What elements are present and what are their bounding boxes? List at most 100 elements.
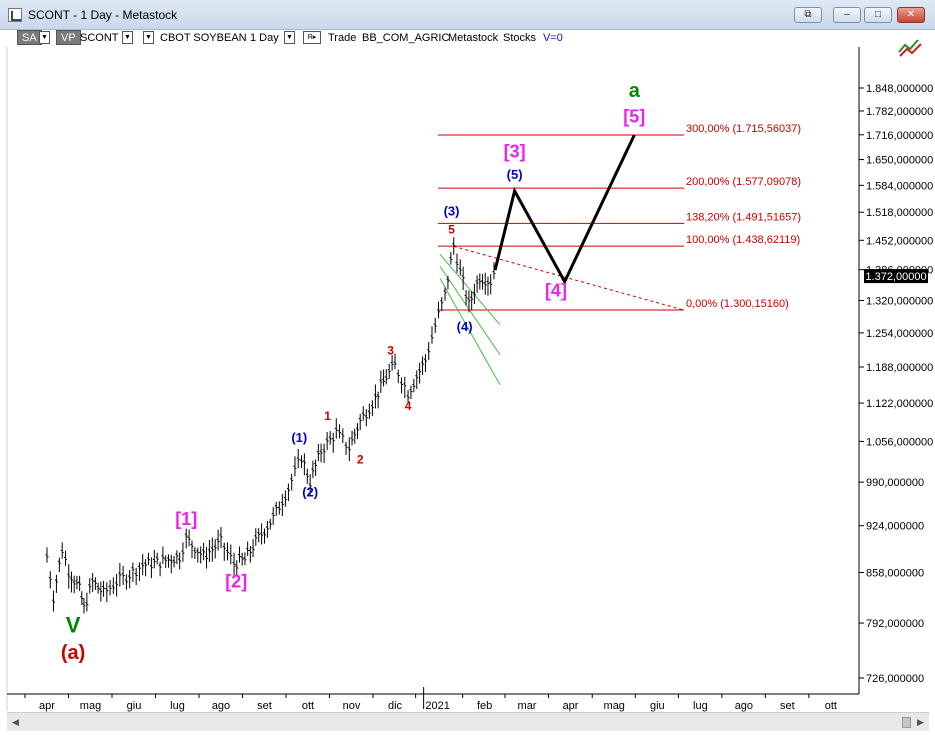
wave-label: V (66, 613, 81, 638)
y-tick-label: 1.452,000000 (866, 235, 933, 247)
restore-icon[interactable]: ⧉ (794, 7, 822, 23)
wave-label: (a) (61, 642, 85, 664)
last-price-marker: 1.372,00000 (864, 269, 928, 284)
horizontal-scrollbar[interactable]: ◀ ▶ (7, 712, 929, 731)
x-tick-label: set (257, 700, 272, 712)
channel-line (439, 254, 501, 326)
fib-level-label: 0,00% (1.300,15160) (686, 298, 789, 310)
x-tick-label: set (780, 700, 795, 712)
fib-trend-line (453, 245, 685, 311)
scroll-right-icon[interactable]: ▶ (917, 717, 924, 727)
trade-label: Trade (328, 32, 357, 44)
window-titlebar: SCONT - 1 Day - Metastock ⧉ – □ ✕ (0, 0, 935, 30)
x-tick-label: ott (302, 700, 314, 712)
channel-line (439, 278, 501, 386)
wave-label: (4) (457, 319, 473, 334)
drawing-tools-icon[interactable] (897, 36, 923, 58)
period-label: 1 Day (250, 32, 279, 44)
y-tick-label: 1.518,000000 (866, 207, 933, 219)
y-tick-label: 1.254,000000 (866, 328, 933, 340)
y-tick-label: 1.122,000000 (866, 398, 933, 410)
y-tick-label: 1.782,000000 (866, 106, 933, 118)
last-price-box (864, 269, 928, 284)
x-axis-ticks: apr mag giu lug ago set ott nov dic 2021 feb mar apr… (24, 687, 837, 712)
wave-label: [2] (225, 571, 247, 591)
fib-level-label: 138,20% (1.491,51657) (686, 211, 801, 223)
type-label: Stocks (503, 32, 537, 44)
wave-label: (2) (302, 484, 318, 499)
wave-label: 1 (324, 409, 331, 423)
x-tick-label: nov (343, 700, 361, 712)
x-tick-label: 2021 (425, 700, 449, 712)
projection-line (493, 134, 636, 285)
x-tick-label: dic (388, 700, 403, 712)
x-tick-label: mag (80, 700, 101, 712)
wave-label: [4] (545, 281, 567, 301)
y-tick-label: 1.320,000000 (866, 295, 933, 307)
minimize-icon[interactable]: – (833, 7, 861, 23)
wave-label: [5] (623, 106, 645, 126)
vp-button[interactable]: VP (56, 30, 81, 45)
wave-label: 4 (405, 399, 412, 413)
fib-level-label: 300,00% (1.715,56037) (686, 123, 801, 135)
x-tick-label: apr (39, 700, 55, 712)
wave-label: [1] (175, 509, 197, 529)
wave-label: a (629, 80, 641, 102)
x-tick-label: ago (735, 700, 753, 712)
price-chart[interactable]: 726,000000 792,000000 858,000000 924,000000… (0, 47, 935, 712)
price-bars (45, 237, 496, 614)
wave-label: (3) (444, 204, 460, 219)
wave-labels: V (a) [1] [2] (1) (2) 1 2 3 4 (3) 5 (4) (5) [3] [4] [5] a (61, 80, 645, 664)
maximize-icon[interactable]: □ (864, 7, 892, 23)
period-dropdown-icon[interactable]: ▼ (284, 31, 295, 44)
fibonacci-levels: 300,00% (1.715,56037) 200,00% (1.577,0907… (438, 123, 801, 311)
scroll-left-icon[interactable]: ◀ (12, 717, 19, 727)
y-tick-label: 1.716,000000 (866, 130, 933, 142)
volume-label: V=0 (543, 32, 563, 44)
x-tick-label: mag (604, 700, 625, 712)
y-axis-ticks: 726,000000 792,000000 858,000000 924,000000… (859, 83, 933, 685)
wave-label: 2 (357, 452, 364, 466)
sa-button[interactable]: SA (17, 30, 42, 45)
security-dropdown-icon[interactable]: ▼ (143, 31, 154, 44)
wave-label: [3] (504, 141, 526, 161)
chart-toolbar: SA ▼ VP SCONT ▼ ▼ CBOT SOYBEAN 1 Day ▼ R… (0, 30, 935, 47)
fib-level-label: 200,00% (1.577,09078) (686, 176, 801, 188)
symbol-label: SCONT (80, 32, 119, 44)
security-name: CBOT SOYBEAN (160, 32, 247, 44)
y-tick-label: 792,000000 (866, 618, 924, 630)
close-icon[interactable]: ✕ (897, 7, 925, 23)
wave-label: 3 (387, 343, 394, 357)
provider-label: BB_COM_AGRIC (362, 32, 450, 44)
y-tick-label: 726,000000 (866, 673, 924, 685)
source-label: Metastock (448, 32, 499, 44)
last-price-label: 1.372,00000 (865, 271, 926, 283)
y-tick-label: 1.188,000000 (866, 362, 933, 374)
x-tick-label: giu (127, 700, 142, 712)
r-dropdown[interactable]: R▸ (303, 31, 321, 44)
chart-app-icon (8, 8, 22, 22)
wave-label: (1) (291, 430, 307, 445)
y-tick-label: 1.848,000000 (866, 83, 933, 95)
x-tick-label: ago (212, 700, 230, 712)
channel-line (439, 266, 501, 356)
y-tick-label: 924,000000 (866, 521, 924, 533)
x-tick-label: mar (518, 700, 537, 712)
projection-path (493, 134, 636, 285)
channel-lines (439, 254, 501, 386)
y-tick-label: 1.584,000000 (866, 180, 933, 192)
y-tick-label: 1.056,000000 (866, 436, 933, 448)
wave-label: 5 (448, 222, 455, 236)
x-tick-label: apr (563, 700, 579, 712)
x-tick-label: feb (477, 700, 492, 712)
x-tick-label: lug (693, 700, 708, 712)
y-tick-label: 990,000000 (866, 477, 924, 489)
y-tick-label: 1.650,000000 (866, 155, 933, 167)
sa-dropdown-icon[interactable]: ▼ (39, 31, 50, 44)
wave-label: (5) (507, 167, 523, 182)
x-tick-label: giu (650, 700, 665, 712)
symbol-dropdown-icon[interactable]: ▼ (122, 31, 133, 44)
r-label: R (307, 34, 313, 41)
y-tick-label: 858,000000 (866, 568, 924, 580)
scroll-thumb[interactable] (902, 717, 911, 728)
